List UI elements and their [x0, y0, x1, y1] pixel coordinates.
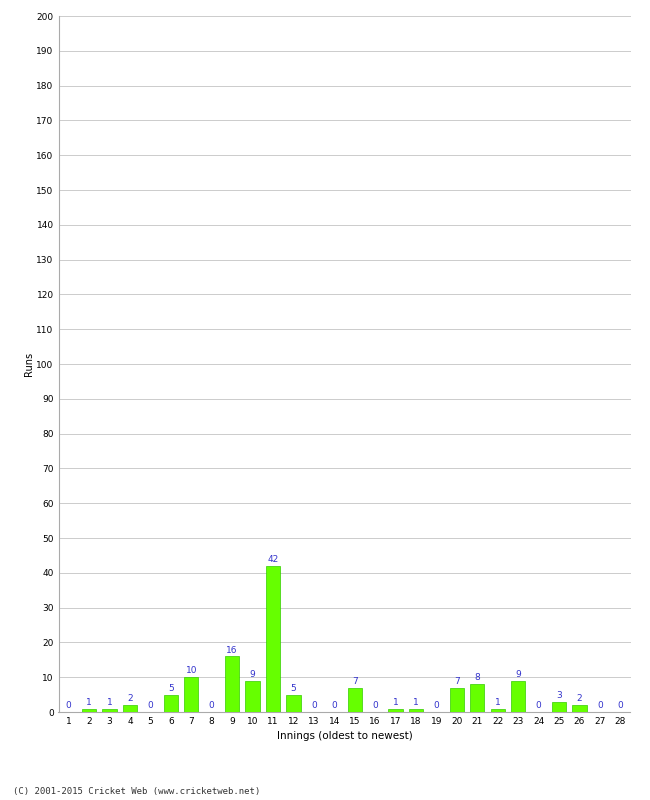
Text: 10: 10 — [185, 666, 197, 675]
Bar — [164, 694, 178, 712]
Bar — [184, 677, 198, 712]
Bar — [246, 681, 260, 712]
Text: 1: 1 — [413, 698, 419, 706]
Bar — [103, 709, 117, 712]
Text: 5: 5 — [291, 684, 296, 693]
Text: 0: 0 — [311, 702, 317, 710]
Bar — [286, 694, 300, 712]
Text: 0: 0 — [332, 702, 337, 710]
Text: 42: 42 — [267, 555, 279, 564]
Bar — [409, 709, 423, 712]
Text: 2: 2 — [577, 694, 582, 703]
Bar — [511, 681, 525, 712]
Text: 16: 16 — [226, 646, 238, 654]
Text: 9: 9 — [250, 670, 255, 679]
Bar — [552, 702, 566, 712]
Text: 9: 9 — [515, 670, 521, 679]
Y-axis label: Runs: Runs — [23, 352, 34, 376]
Bar — [389, 709, 403, 712]
Text: 7: 7 — [352, 677, 358, 686]
Text: 8: 8 — [474, 674, 480, 682]
Text: 1: 1 — [107, 698, 112, 706]
Bar — [470, 684, 484, 712]
Text: 0: 0 — [148, 702, 153, 710]
Bar — [266, 566, 280, 712]
Text: 0: 0 — [434, 702, 439, 710]
Bar — [225, 656, 239, 712]
Text: 0: 0 — [597, 702, 603, 710]
Text: 1: 1 — [495, 698, 501, 706]
Bar — [491, 709, 505, 712]
Bar — [82, 709, 96, 712]
Text: 0: 0 — [536, 702, 541, 710]
Text: 0: 0 — [372, 702, 378, 710]
Bar — [572, 705, 586, 712]
Text: 2: 2 — [127, 694, 133, 703]
Bar — [450, 688, 464, 712]
Text: 0: 0 — [209, 702, 214, 710]
Text: 1: 1 — [86, 698, 92, 706]
Text: (C) 2001-2015 Cricket Web (www.cricketweb.net): (C) 2001-2015 Cricket Web (www.cricketwe… — [13, 787, 260, 796]
Text: 5: 5 — [168, 684, 174, 693]
Bar — [348, 688, 362, 712]
Bar — [123, 705, 137, 712]
Text: 3: 3 — [556, 691, 562, 700]
Text: 7: 7 — [454, 677, 460, 686]
Text: 0: 0 — [618, 702, 623, 710]
Text: 0: 0 — [66, 702, 72, 710]
X-axis label: Innings (oldest to newest): Innings (oldest to newest) — [277, 731, 412, 742]
Text: 1: 1 — [393, 698, 398, 706]
